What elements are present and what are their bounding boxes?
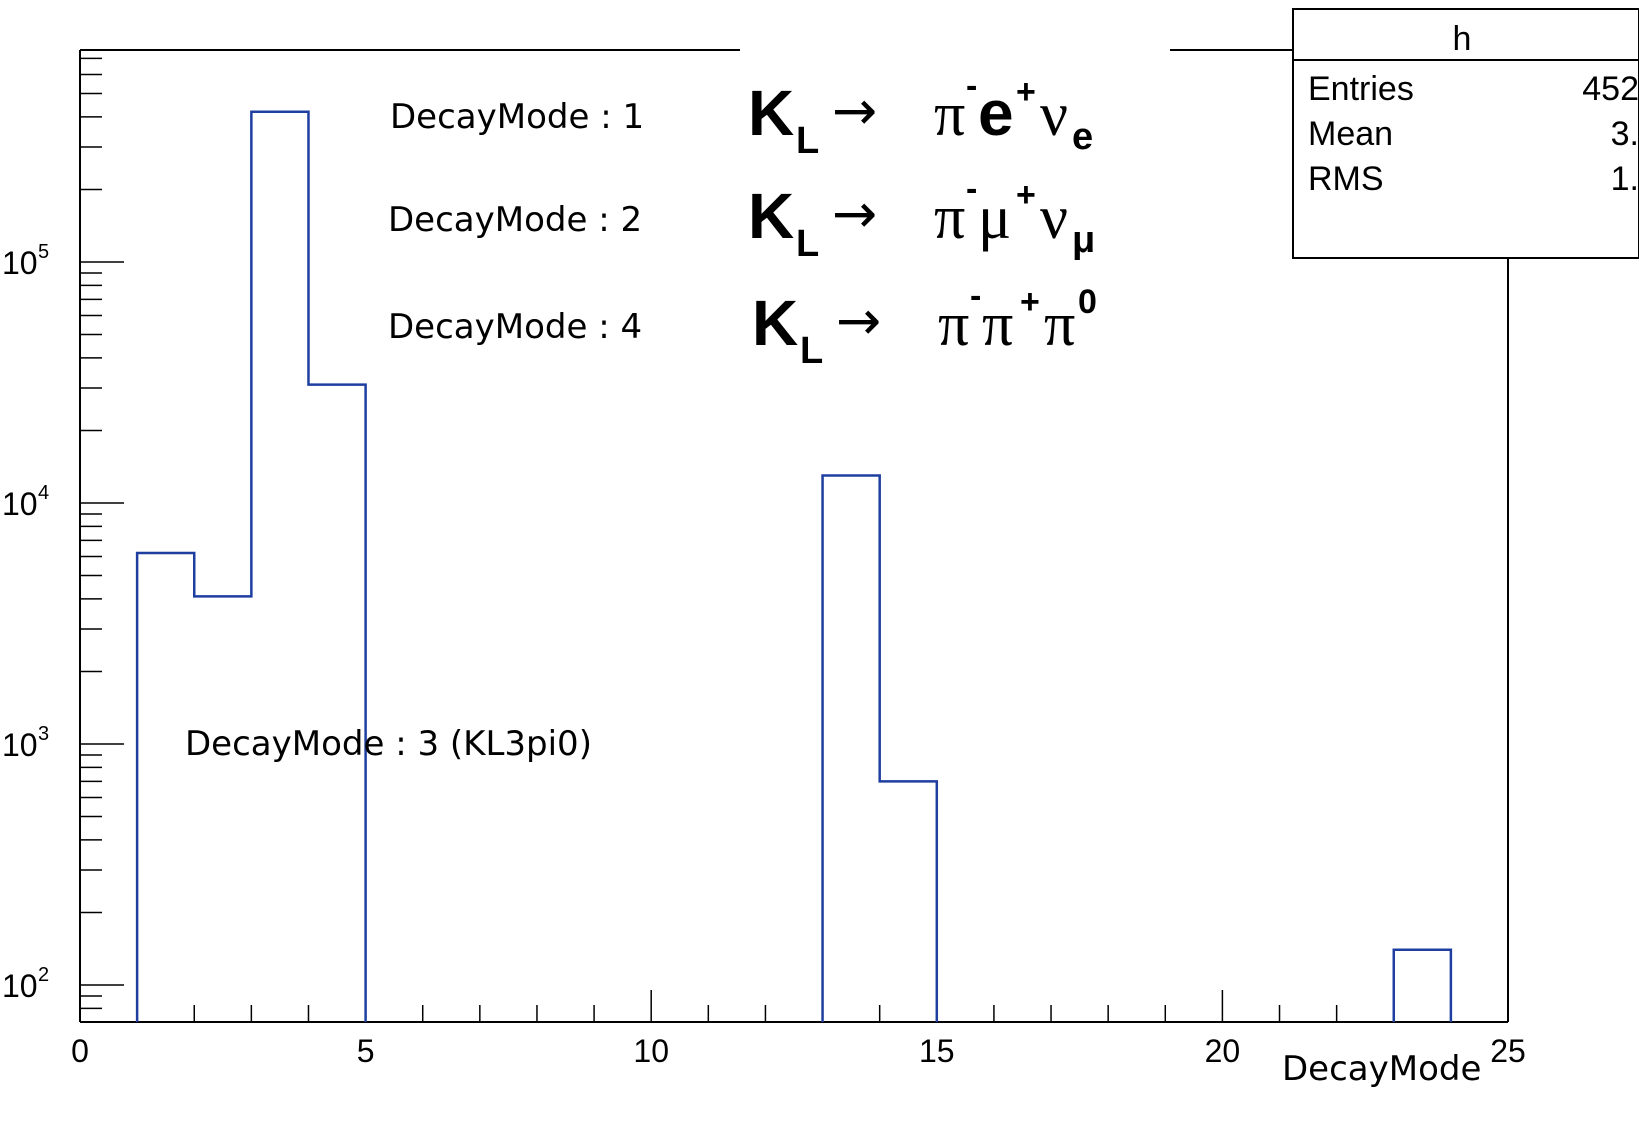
- y-tick-exponent: 4: [38, 482, 49, 504]
- annotation-mode1: DecayMode : 1: [390, 97, 644, 137]
- plot-frame: [79, 49, 1509, 1023]
- eq-p2: π: [982, 291, 1013, 359]
- histogram-bin: [880, 781, 937, 1022]
- eq-p3: ν: [1040, 81, 1068, 149]
- eq-p1-sup: -: [966, 170, 977, 208]
- x-ticks: [79, 990, 1509, 1022]
- equation-1: K L → π - e + ν e: [748, 67, 1093, 162]
- equation-3: K L → π - π + π 0: [752, 277, 1097, 372]
- x-tick-label: 0: [71, 1033, 89, 1069]
- x-axis-title: DecayMode: [1282, 1049, 1481, 1089]
- eq-p3-sub: μ: [1072, 219, 1095, 261]
- histogram-outline: [135, 110, 1453, 1022]
- stats-mean-value: 3.: [1611, 115, 1639, 153]
- eq-lhs-sub: L: [800, 330, 823, 372]
- stats-box-title: h: [1453, 20, 1472, 58]
- y-tick-exponent: 3: [38, 723, 49, 745]
- eq-p2: μ: [978, 184, 1011, 252]
- eq-arrow: →: [832, 182, 877, 245]
- eq-p1: π: [938, 291, 969, 359]
- eq-p3: ν: [1040, 184, 1068, 252]
- eq-p1: π: [934, 81, 965, 149]
- y-tick-label: 10: [2, 486, 38, 522]
- histogram-bin: [137, 553, 194, 1022]
- eq-p2-sup: +: [1020, 283, 1040, 321]
- eq-arrow: →: [832, 79, 877, 142]
- stats-box-frame: [1292, 8, 1639, 259]
- y-tick-label: 10: [2, 245, 38, 281]
- eq-p3-sup: 0: [1078, 283, 1097, 321]
- eq-lhs: K: [748, 77, 794, 149]
- eq-p1: π: [934, 184, 965, 252]
- stats-entries-value: 452: [1582, 70, 1639, 108]
- eq-p3-sub: e: [1072, 116, 1093, 158]
- annotation-mode3: DecayMode : 3 (KL3pi0): [185, 724, 592, 764]
- stats-rms-label: RMS: [1308, 160, 1384, 198]
- eq-lhs: K: [748, 180, 794, 252]
- x-tick-label: 20: [1205, 1033, 1241, 1069]
- y-tick-exponent: 5: [38, 241, 49, 263]
- eq-p1-sup: -: [966, 67, 977, 105]
- eq-p3: π: [1044, 291, 1075, 359]
- x-tick-label: 10: [633, 1033, 669, 1069]
- stats-rms-value: 1.: [1611, 160, 1639, 198]
- x-tick-label: 25: [1490, 1033, 1526, 1069]
- stats-box: h Entries 452 Mean 3. RMS 1.: [1292, 8, 1639, 259]
- x-tick-label: 5: [357, 1033, 375, 1069]
- x-tick-label: 15: [919, 1033, 955, 1069]
- eq-lhs-sub: L: [796, 120, 819, 162]
- equation-2: K L → π - μ + ν μ: [748, 170, 1095, 265]
- histogram-bin: [823, 476, 880, 1022]
- eq-p2: e: [978, 77, 1014, 149]
- y-tick-label: 10: [2, 968, 38, 1004]
- stats-mean-label: Mean: [1308, 115, 1393, 153]
- eq-lhs: K: [752, 287, 798, 359]
- histogram-bin: [1394, 950, 1451, 1022]
- eq-p2-sup: +: [1016, 73, 1036, 111]
- annotation-mode2: DecayMode : 2: [388, 200, 642, 240]
- y-tick-exponent: 2: [38, 964, 49, 986]
- stats-entries-label: Entries: [1308, 70, 1414, 108]
- histogram-bin: [251, 112, 308, 1022]
- eq-arrow: →: [836, 289, 881, 352]
- histogram-bin: [308, 385, 365, 1022]
- x-tick-labels: 0 5 10 15 20 25: [71, 1033, 1526, 1069]
- decay-equations: K L → π - e + ν eK L → π - μ + ν μK L → π - π + π 0: [748, 67, 1097, 372]
- histogram-bin: [194, 596, 251, 1022]
- eq-lhs-sub: L: [796, 223, 819, 265]
- y-tick-label: 10: [2, 727, 38, 763]
- y-ticks: [80, 57, 124, 1010]
- annotation-mode4: DecayMode : 4: [388, 307, 642, 347]
- eq-p1-sup: -: [970, 277, 981, 315]
- eq-p2-sup: +: [1016, 176, 1036, 214]
